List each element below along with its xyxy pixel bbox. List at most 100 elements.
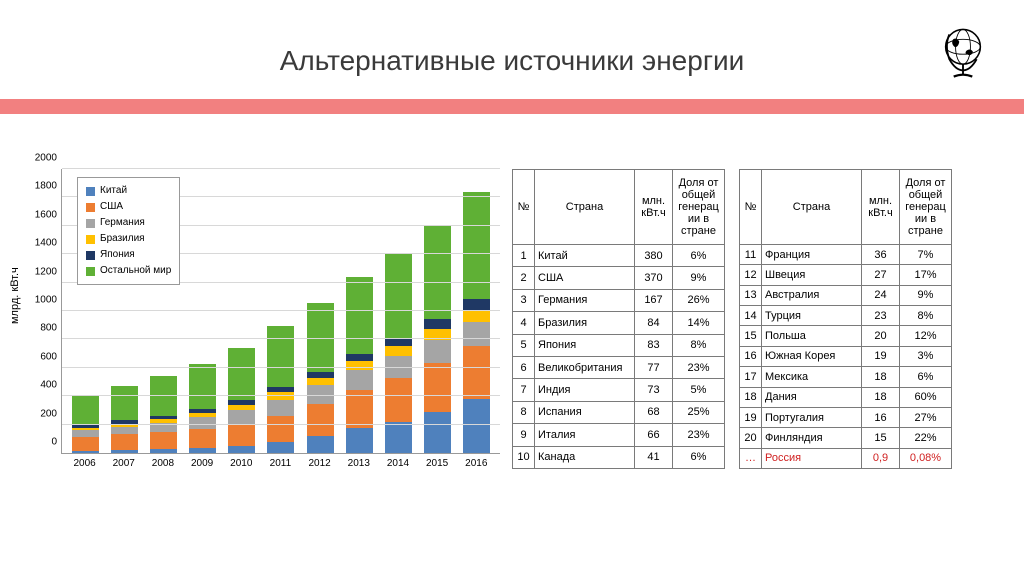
legend-label: Япония [100,247,135,263]
bar-segment [463,322,490,346]
y-tick: 200 [40,408,62,419]
x-axis: 2006200720082009201020112012201320142015… [61,458,500,469]
bar-segment [267,416,294,442]
legend-label: США [100,199,123,215]
x-tick: 2012 [306,458,333,469]
legend: КитайСШАГерманияБразилияЯпонияОстальной … [77,177,180,285]
table-row: 12Швеция2717% [740,265,952,285]
header: Альтернативные источники энергии [0,0,1024,77]
y-tick: 1600 [35,209,62,220]
bar [307,303,334,453]
table-row: 20Финляндия1522% [740,428,952,448]
x-tick: 2010 [228,458,255,469]
table-row: 8Испания6825% [513,401,725,423]
bar-segment [385,378,412,421]
x-tick: 2016 [463,458,490,469]
x-tick: 2015 [424,458,451,469]
content: млрд. кВт.ч КитайСШАГерманияБразилияЯпон… [0,114,1024,469]
bar-segment [189,364,216,410]
y-axis-label: млрд. кВт.ч [9,267,21,324]
y-tick: 600 [40,351,62,362]
bar-segment [189,429,216,448]
bar-segment [228,424,255,446]
bar [346,277,373,453]
bar-segment [267,326,294,387]
legend-item: Китай [86,183,171,199]
table-row: 18Дания1860% [740,387,952,407]
bar-segment [72,437,99,451]
table-row: 4Бразилия8414% [513,312,725,334]
x-tick: 2009 [189,458,216,469]
legend-item: Германия [86,215,171,231]
bar-segment [424,225,451,319]
page-title: Альтернативные источники энергии [0,45,1024,77]
y-tick: 1000 [35,295,62,306]
table-row: 1Китай3806% [513,245,725,267]
bar-segment [307,436,334,453]
bar-segment [307,404,334,436]
bar-segment [346,428,373,453]
bar [189,364,216,453]
table-row: 5Япония838% [513,334,725,356]
bar-segment [228,446,255,453]
bar [228,348,255,453]
y-tick: 1200 [35,266,62,277]
bar-segment [346,277,373,354]
x-tick: 2014 [384,458,411,469]
bar-segment [228,410,255,424]
bar-segment [385,254,412,338]
x-tick: 2013 [345,458,372,469]
table-row: 19Португалия1627% [740,407,952,427]
table-1: №Странамлн. кВт.чДоля от общей генерац и… [512,169,725,469]
y-tick: 1400 [35,238,62,249]
table-row: 2США3709% [513,267,725,289]
table-row: 10Канада416% [513,446,725,468]
bar-segment [267,400,294,416]
bar-segment [150,449,177,453]
legend-item: США [86,199,171,215]
bar-segment [189,448,216,453]
y-tick: 0 [51,437,62,448]
bar-segment [385,338,412,346]
bar-segment [346,370,373,391]
bar-segment [424,363,451,412]
bar-segment [424,319,451,328]
bar-segment [111,427,138,435]
bar-segment [307,378,334,386]
bar-segment [385,422,412,453]
table-row: 15Польша2012% [740,326,952,346]
legend-item: Бразилия [86,231,171,247]
bar [267,326,294,453]
table-row: 6Великобритания7723% [513,356,725,378]
y-tick: 800 [40,323,62,334]
bar-segment [72,395,99,425]
bar-segment [267,442,294,453]
legend-label: Германия [100,215,145,231]
y-tick: 2000 [35,153,62,164]
table-row: 13Австралия249% [740,285,952,305]
divider [0,99,1024,114]
bar-segment [424,340,451,363]
tables: №Странамлн. кВт.чДоля от общей генерац и… [512,169,952,469]
bar-segment [385,346,412,356]
y-tick: 400 [40,380,62,391]
globe-icon [932,22,994,89]
table-row: 9Италия6623% [513,424,725,446]
y-tick: 1800 [35,181,62,192]
table-row: 14Турция238% [740,306,952,326]
chart: млрд. кВт.ч КитайСШАГерманияБразилияЯпон… [15,169,500,469]
x-tick: 2008 [149,458,176,469]
bar-segment [463,299,490,311]
bar [463,192,490,453]
bar [111,386,138,453]
bar-segment [463,346,490,399]
table-row: 17Мексика186% [740,367,952,387]
table-row: …Россия0,90,08% [740,448,952,468]
table-row: 3Германия16726% [513,289,725,311]
legend-label: Бразилия [100,231,145,247]
bar [150,376,177,453]
bar-segment [463,310,490,322]
bar-segment [111,450,138,453]
bar-segment [346,361,373,370]
table-row: 11Франция367% [740,245,952,265]
